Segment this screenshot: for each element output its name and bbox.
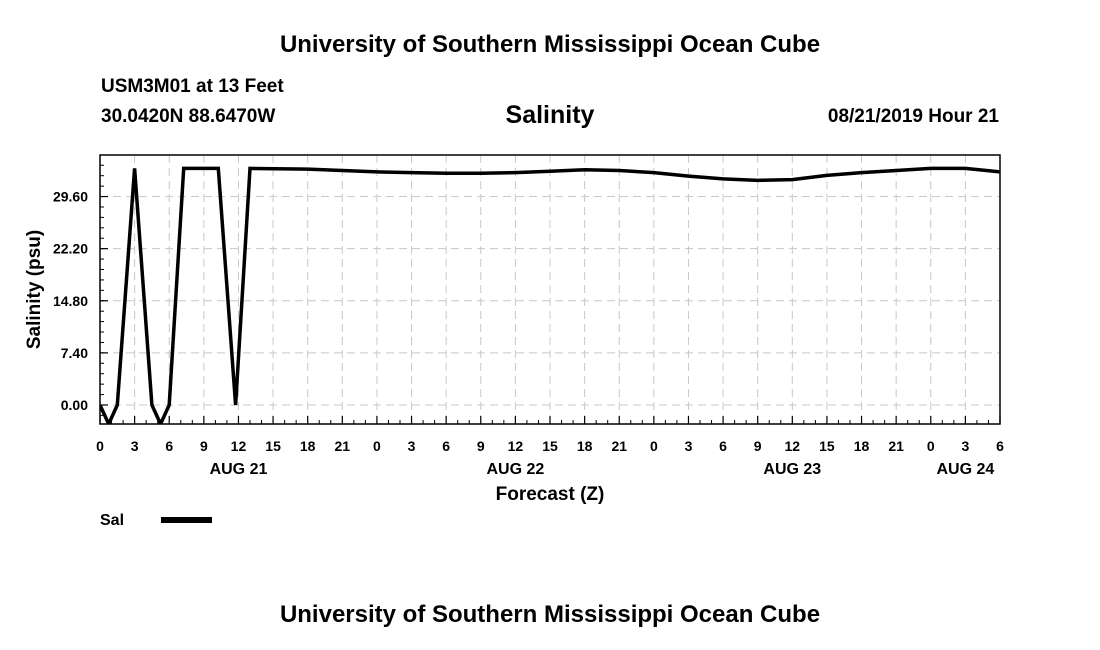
- x-tick-label: 12: [508, 438, 524, 454]
- x-tick-label: 3: [685, 438, 693, 454]
- x-tick-label: 6: [165, 438, 173, 454]
- x-tick-label: 18: [854, 438, 870, 454]
- chart-title-bottom: University of Southern Mississippi Ocean…: [279, 601, 821, 628]
- y-tick-labels: 0.00 7.40 14.80 22.20 29.60: [53, 189, 88, 413]
- x-tick-labels: 0 3 6 9 12 15 18 21 0 3 6 9 12 15 18 21 0 3 6 9 12 15 18 21 0 3 6: [96, 438, 1004, 454]
- date-labels: AUG 21 AUG 22 AUG 23 AUG 24: [210, 461, 995, 478]
- station-coordinates: 30.0420N 88.6470W: [101, 106, 276, 127]
- date-label: AUG 22: [486, 461, 544, 478]
- forecast-datetime: 08/21/2019 Hour 21: [827, 106, 999, 127]
- x-tick-label: 6: [719, 438, 727, 454]
- x-tick-label: 12: [785, 438, 801, 454]
- x-tick-label: 9: [200, 438, 208, 454]
- x-tick-label: 21: [888, 438, 904, 454]
- x-tick-label: 21: [611, 438, 627, 454]
- y-tick-label: 0.00: [61, 397, 88, 413]
- x-tick-label: 12: [231, 438, 247, 454]
- x-tick-label: 6: [442, 438, 450, 454]
- x-tick-label: 3: [131, 438, 139, 454]
- series-line-sal: [100, 166, 1000, 424]
- x-tick-label: 0: [373, 438, 381, 454]
- x-tick-label: 0: [927, 438, 935, 454]
- date-label: AUG 23: [763, 461, 821, 478]
- y-tick-label: 29.60: [53, 189, 88, 205]
- y-axis-label: Salinity (psu): [24, 230, 45, 349]
- x-tick-label: 0: [96, 438, 104, 454]
- chart-title-top: University of Southern Mississippi Ocean…: [279, 31, 821, 58]
- y-tick-label: 14.80: [53, 293, 88, 309]
- x-tick-label: 0: [650, 438, 658, 454]
- station-label: USM3M01 at 13 Feet: [101, 76, 284, 97]
- variable-title: Salinity: [505, 101, 595, 129]
- legend-label: Sal: [100, 512, 124, 529]
- x-tick-label: 6: [996, 438, 1004, 454]
- y-tick-label: 7.40: [61, 345, 88, 361]
- x-tick-label: 3: [961, 438, 969, 454]
- x-tick-label: 9: [754, 438, 762, 454]
- plot-frame: [99, 154, 1001, 425]
- x-tick-label: 15: [819, 438, 835, 454]
- x-tick-label: 21: [335, 438, 351, 454]
- x-tick-label: 3: [408, 438, 416, 454]
- x-tick-label: 15: [265, 438, 281, 454]
- x-tick-label: 9: [477, 438, 485, 454]
- series-layer: [100, 166, 1000, 424]
- x-tick-label: 15: [542, 438, 558, 454]
- date-label: AUG 24: [936, 461, 994, 478]
- x-axis-label: Forecast (Z): [496, 484, 605, 505]
- y-tick-label: 22.20: [53, 241, 88, 257]
- x-tick-label: 18: [577, 438, 593, 454]
- date-label: AUG 21: [210, 461, 268, 478]
- x-tick-label: 18: [300, 438, 316, 454]
